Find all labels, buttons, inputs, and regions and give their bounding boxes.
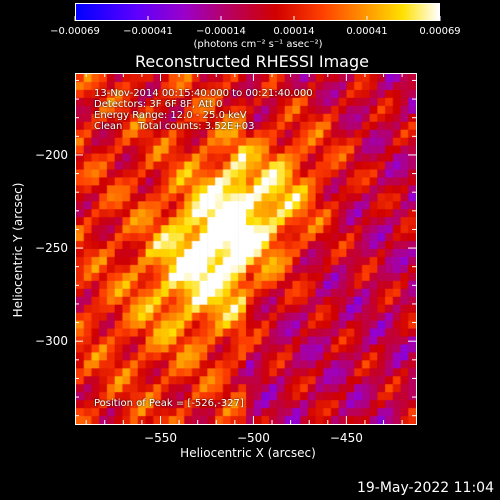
colorbar-units: (photons cm⁻² s⁻¹ asec⁻²) xyxy=(193,39,323,50)
x-tick-label: −450 xyxy=(329,431,363,445)
colorbar-tick-label: 0.00014 xyxy=(273,26,315,37)
y-tick-label: −300 xyxy=(35,334,68,349)
colorbar xyxy=(75,3,440,21)
annotation-detectors: Detectors: 3F 6F 8F, Att 0 xyxy=(94,99,223,110)
x-tick-label: −500 xyxy=(236,431,270,445)
x-tick-label: −550 xyxy=(144,431,177,445)
plot-area: 13-Nov-2014 00:15:40.000 to 00:21:40.000… xyxy=(75,73,417,425)
colorbar-tick-label: −0.00041 xyxy=(123,26,173,37)
colorbar-tick-label: −0.00014 xyxy=(196,26,246,37)
annotation-method: Clean Total counts: 3.52E+03 xyxy=(94,121,255,132)
colorbar-gradient xyxy=(76,4,439,20)
y-tick-label: −200 xyxy=(35,147,68,162)
annotation-peak: Position of Peak = [-526,-327] xyxy=(94,398,244,409)
heatmap-image xyxy=(76,74,416,424)
colorbar-tick-label: 0.00041 xyxy=(346,26,388,37)
annotation-time-range: 13-Nov-2014 00:15:40.000 to 00:21:40.000 xyxy=(94,88,313,99)
y-tick-label: −250 xyxy=(35,241,68,256)
colorbar-tick-label: 0.00069 xyxy=(419,26,461,37)
footer-date: 19-May-2022 11:04 xyxy=(356,480,494,496)
y-axis-label: Heliocentric Y (arcsec) xyxy=(11,182,25,318)
annotation-energy: Energy Range: 12.0 - 25.0 keV xyxy=(94,110,247,121)
x-axis-label: Heliocentric X (arcsec) xyxy=(180,446,316,460)
colorbar-tick-label: −0.00069 xyxy=(50,26,100,37)
chart-title: Reconstructed RHESSI Image xyxy=(135,52,369,71)
